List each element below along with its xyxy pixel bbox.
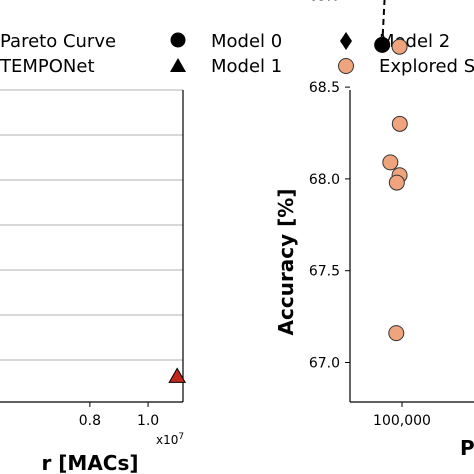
- left-panel: 0.8 1.0 x107 r [MACs]: [0, 89, 187, 474]
- legend-temponet-label: TEMPONet: [0, 56, 95, 77]
- left-xticks: 0.8 1.0: [79, 402, 159, 429]
- right-ytick-label: 67.0: [309, 356, 340, 372]
- legend: Pareto Curve TEMPONet Model 0 Model 1 Mo…: [0, 31, 474, 77]
- left-triangle-point: [168, 367, 187, 383]
- pareto-curve-line: [381, 0, 386, 45]
- legend-model1-label: Model 1: [211, 56, 282, 77]
- right-ytick-label: 68.5: [309, 80, 340, 96]
- right-ylabel: Accuracy [%]: [274, 189, 298, 336]
- explored-point: [391, 115, 408, 132]
- left-marks: [168, 367, 187, 383]
- explored-point: [391, 38, 408, 55]
- right-ytick-label: 67.5: [309, 264, 340, 280]
- legend-model0-label: Model 0: [211, 31, 282, 52]
- right-ytick-label: 69.0: [309, 0, 340, 4]
- explored-point: [388, 325, 405, 342]
- right-xlabel: P: [460, 436, 474, 460]
- left-x-scale-base: x10: [156, 433, 178, 447]
- legend-model2-label: Model 2: [379, 31, 450, 52]
- left-x-scale-factor: x107: [156, 432, 184, 447]
- left-xlabel: r [MACs]: [41, 451, 138, 474]
- left-x-scale-exp: 7: [178, 432, 184, 442]
- legend-model1-marker: [170, 58, 186, 72]
- left-xtick-label: 0.8: [79, 413, 101, 429]
- right-xtick-label: 100,000: [373, 413, 431, 429]
- left-xtick-label: 1.0: [137, 413, 159, 429]
- right-yticks: 67.067.568.068.569.069.5: [309, 0, 350, 372]
- legend-model0-marker: [170, 32, 186, 48]
- explored-point: [388, 174, 405, 191]
- model0-point: [374, 36, 391, 53]
- right-marks: [374, 0, 408, 342]
- legend-pareto-label: Pareto Curve: [0, 31, 116, 52]
- legend-explored-marker: [338, 58, 354, 74]
- legend-model2-marker: [340, 32, 352, 50]
- right-panel: 67.067.568.068.569.069.5 100,000 Accurac…: [274, 0, 474, 460]
- right-xticks: 100,000: [373, 402, 431, 429]
- legend-explored-label: Explored S: [379, 56, 474, 77]
- left-gridlines: [0, 89, 183, 361]
- explored-point: [382, 154, 399, 171]
- right-ytick-label: 68.0: [309, 172, 340, 188]
